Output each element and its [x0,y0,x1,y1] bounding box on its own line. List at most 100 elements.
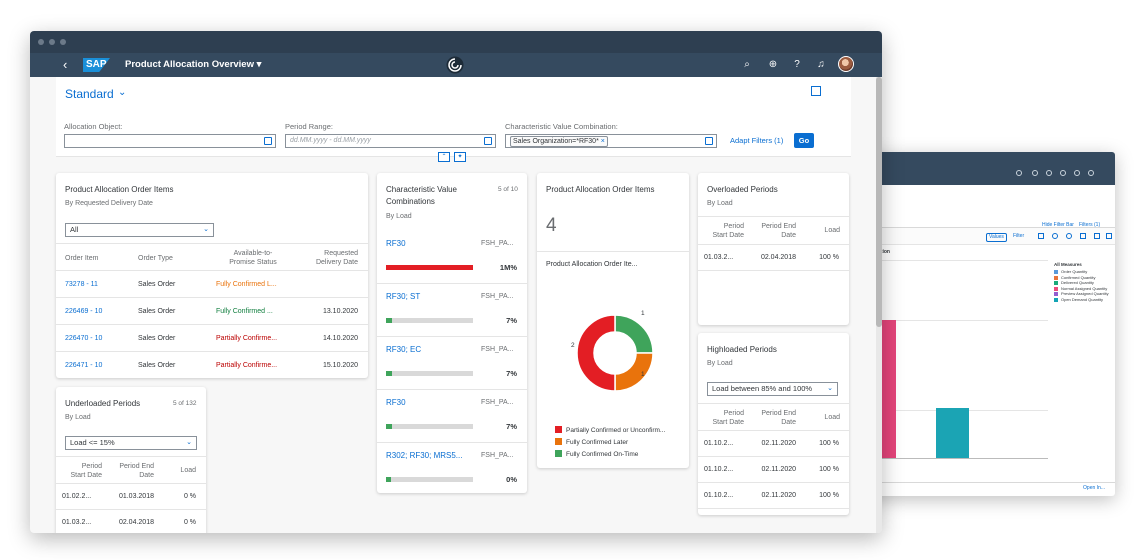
help-icon[interactable] [1060,170,1066,176]
chart-type-icon[interactable] [1094,233,1100,239]
chart-bar[interactable] [878,320,896,458]
zoom-in-icon[interactable] [1052,233,1058,239]
column-header-load[interactable]: Load [824,414,840,421]
settings-icon[interactable] [1032,170,1038,176]
column-header-load[interactable]: Load [824,227,840,234]
period-range-input[interactable]: dd.MM.yyyy - dd.MM.yyyy [285,134,496,148]
column-header-end[interactable]: Period End Date [119,463,154,479]
column-header-order-item[interactable]: Order Item [65,255,99,262]
allocation-object-input[interactable] [64,134,276,148]
table-view-icon[interactable] [1106,233,1112,239]
order-items-kpi-card[interactable]: Product Allocation Order Items 4 Product… [537,173,689,468]
characteristic-values-card[interactable]: Characteristic Value Combinations 5 of 1… [377,173,527,493]
variant-selector[interactable]: Standard [65,87,114,101]
adapt-filters-button[interactable]: Adapt Filters (1) [730,136,784,145]
status-donut-chart[interactable] [555,293,675,413]
bell-icon[interactable] [1074,170,1080,176]
donut-slice[interactable] [614,352,654,392]
list-item[interactable]: RF30 FSH_PA... 1M% [377,231,527,284]
help-icon[interactable]: ? [794,59,800,70]
order-item-link[interactable]: 226469 - 10 [65,308,103,315]
column-header-delivery-date[interactable]: Requested Delivery Date [315,250,358,266]
table-row[interactable]: 01.10.2... 02.11.2020 100 % [698,431,849,457]
legend-item[interactable]: Order Quantity [1054,269,1087,274]
underloaded-periods-card[interactable]: Underloaded Periods 5 of 132 By Load Loa… [56,387,206,533]
table-row[interactable]: 73278 - 11 Sales Order Fully Confirmed L..… [56,271,368,298]
legend-item[interactable]: Confirmed Quantity [1054,275,1095,280]
filter-button[interactable]: Filter [1013,233,1025,239]
bell-icon[interactable]: ♫ [817,59,825,70]
column-header-atp-status[interactable]: Available-to- Promise Status [229,250,277,266]
sap-logo[interactable]: SAP [83,58,110,72]
table-row[interactable]: 226469 - 10 Sales Order Fully Confirmed ..… [56,298,368,325]
filter-token[interactable]: Sales Organization=*RF30* × [510,136,608,147]
combination-link[interactable]: R302; RF30; MRS5... [386,451,463,460]
highloaded-periods-card[interactable]: Highloaded Periods By Load Load between … [698,333,849,515]
column-header-end[interactable]: Period End Date [761,410,796,426]
column-header-start[interactable]: Period Start Date [712,223,744,239]
search-icon[interactable]: ⌕ [744,59,750,70]
underloaded-filter-select[interactable]: Load <= 15% ⌄ [65,436,197,450]
column-header-end[interactable]: Period End Date [761,223,796,239]
go-button[interactable]: Go [794,133,814,148]
legend-item[interactable]: Open Demand Quantity [1054,297,1103,302]
order-items-card[interactable]: Product Allocation Order Items By Reques… [56,173,368,378]
order-items-filter-select[interactable]: All ⌄ [65,223,214,237]
value-help-icon[interactable] [705,137,713,145]
overloaded-periods-card[interactable]: Overloaded Periods By Load Period Start … [698,173,849,325]
pin-header-icon[interactable]: ✦ [454,152,466,162]
table-row[interactable]: 01.10.2... 02.11.2020 100 % [698,483,849,509]
search-icon[interactable] [1016,170,1022,176]
legend-item[interactable]: Fully Confirmed On-Time [555,450,638,458]
table-row[interactable]: 01.03.2... 02.04.2018 100 % [698,245,849,271]
hide-filter-bar-link[interactable]: Hide Filter Bar [1042,222,1074,228]
list-item[interactable]: RF30; ST FSH_PA... 7% [377,284,527,337]
share-icon[interactable] [811,86,821,96]
values-button[interactable]: Values [986,233,1007,242]
back-icon[interactable]: ‹ [63,57,68,72]
list-item[interactable]: RF30; EC FSH_PA... 7% [377,337,527,390]
fullscreen-icon[interactable] [1080,233,1086,239]
legend-item[interactable]: Fully Confirmed Later [555,438,628,446]
scrollbar-thumb[interactable] [876,77,882,327]
settings-icon[interactable]: ⊕ [768,59,778,70]
chevron-down-icon[interactable]: ⌄ [118,87,127,98]
order-item-link[interactable]: 226471 - 10 [65,362,103,369]
highloaded-filter-select[interactable]: Load between 85% and 100% ⌄ [707,382,838,396]
collapse-header-icon[interactable]: ⌃ [438,152,450,162]
user-avatar[interactable] [838,56,854,72]
filters-link[interactable]: Filters (1) [1079,222,1101,228]
token-remove-icon[interactable]: × [600,138,605,145]
characteristic-value-input[interactable]: Sales Organization=*RF30* × [505,134,717,148]
calendar-icon[interactable] [484,137,492,145]
column-header-order-type[interactable]: Order Type [138,255,173,262]
open-in-link[interactable]: Open In... [1083,485,1105,491]
legend-item[interactable]: Preview Assigned Quantity [1054,291,1109,296]
table-row[interactable]: 01.03.2... 02.04.2018 0 % [56,510,206,533]
list-item[interactable]: RF30 FSH_PA... 7% [377,390,527,443]
table-row[interactable]: 226471 - 10 Sales Order Partially Confirme… [56,352,368,378]
chart-bar[interactable] [936,408,969,458]
column-header-start[interactable]: Period Start Date [70,463,102,479]
combination-link[interactable]: RF30; EC [386,345,422,354]
combination-link[interactable]: RF30 [386,239,406,248]
order-item-link[interactable]: 73278 - 11 [65,281,98,288]
combination-link[interactable]: RF30 [386,398,406,407]
column-header-load[interactable]: Load [180,467,196,474]
table-row[interactable]: 01.10.2... 02.11.2020 100 % [698,457,849,483]
list-item[interactable]: R302; RF30; MRS5... FSH_PA... 0% [377,443,527,493]
legend-item[interactable]: Normal Assigned Quantity [1054,286,1107,291]
download-icon[interactable] [1038,233,1044,239]
window-dot[interactable] [49,39,55,45]
table-row[interactable]: 01.02.2... 01.03.2018 0 % [56,484,206,510]
legend-item[interactable]: Partially Confirmed or Unconfirm... [555,426,665,434]
donut-slice[interactable] [576,314,616,392]
column-header-start[interactable]: Period Start Date [712,410,744,426]
table-row[interactable]: 226470 - 10 Sales Order Partially Confirme… [56,325,368,352]
legend-item[interactable]: Delivered Quantity [1054,280,1094,285]
zoom-out-icon[interactable] [1066,233,1072,239]
order-item-link[interactable]: 226470 - 10 [65,335,103,342]
window-dot[interactable] [60,39,66,45]
app-title-menu[interactable]: Product Allocation Overview ▾ [125,59,262,70]
window-dot[interactable] [38,39,44,45]
